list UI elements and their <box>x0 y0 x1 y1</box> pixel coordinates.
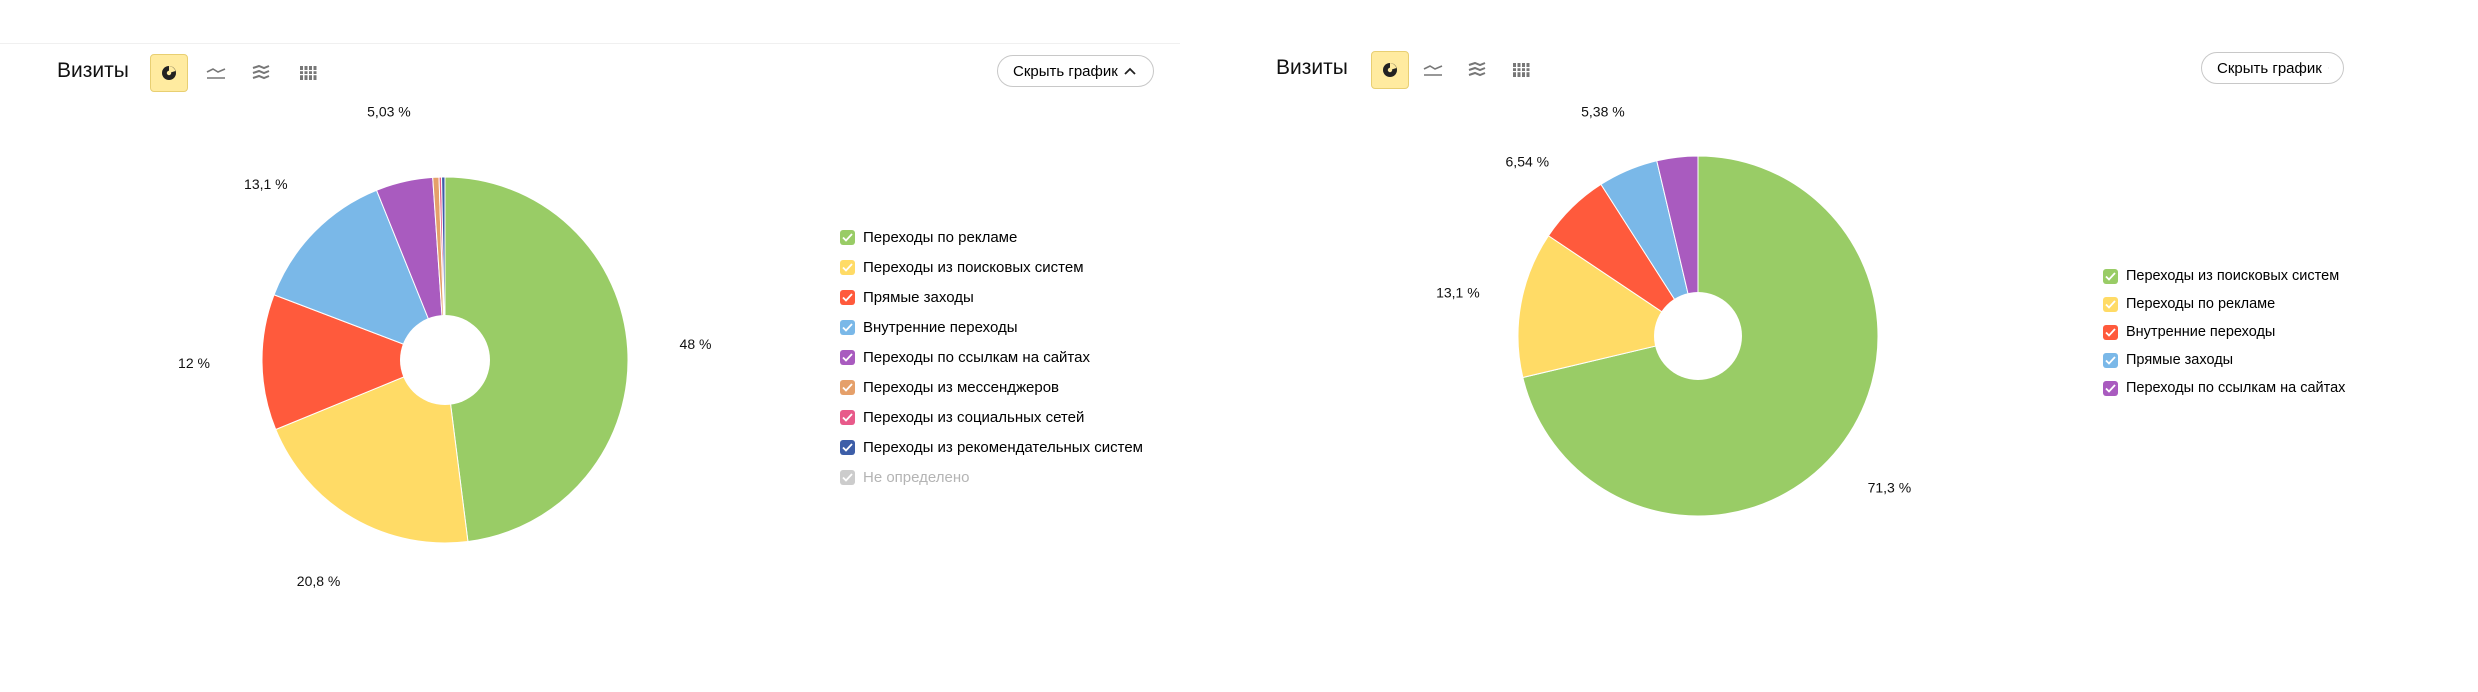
donut-hole <box>400 315 490 405</box>
data-label: 48 % <box>680 336 712 352</box>
view-bar-button[interactable] <box>289 54 327 92</box>
data-label: 6,54 % <box>1506 154 1550 170</box>
checkbox-icon[interactable] <box>840 259 855 275</box>
area-chart-icon <box>1468 62 1486 77</box>
panel-title: Визиты <box>57 59 129 82</box>
view-pie-button[interactable] <box>150 54 188 92</box>
view-line-button[interactable] <box>1414 51 1452 89</box>
view-pie-button[interactable] <box>1371 51 1409 89</box>
legend-label: Переходы из социальных сетей <box>863 408 1085 426</box>
checkbox-icon[interactable] <box>840 349 855 365</box>
legend-label: Переходы из рекомендательных систем <box>863 438 1143 456</box>
checkbox-icon[interactable] <box>840 229 855 245</box>
data-label: 12 % <box>178 355 210 371</box>
data-label: 20,8 % <box>297 573 341 589</box>
visits-panel-1: Визиты Скрыть график 48 % 20,8 % 12 % 13,1 … <box>57 54 1154 589</box>
legend-label: Переходы по ссылкам на сайтах <box>2126 380 2346 396</box>
pie-chart-icon <box>1383 63 1397 77</box>
checkbox-icon[interactable] <box>2103 268 2118 284</box>
panel-title: Визиты <box>1276 56 1348 79</box>
donut-chart: 48 % 20,8 % 12 % 13,1 % 5,03 % <box>178 103 712 589</box>
bar-chart-icon <box>300 66 317 80</box>
pie-slice[interactable] <box>273 189 446 361</box>
data-label: 5,38 % <box>1581 103 1625 119</box>
chart-legend: Переходы по рекламе Переходы из поисковых… <box>840 222 1143 492</box>
donut-chart: 71,3 % 13,1 % 6,54 % 5,38 % <box>1436 103 1912 517</box>
checkbox-icon[interactable] <box>2103 352 2118 368</box>
visits-panel-2: Визиты Скрыть график 71,3 % 13,1 % 6,54 % 5… <box>1239 0 2478 692</box>
donut-hole <box>1654 292 1742 380</box>
pie-slice[interactable] <box>1517 235 1700 379</box>
legend-item[interactable]: Внутренние переходы <box>840 312 1143 342</box>
hide-chart-button[interactable]: Скрыть график <box>997 55 1154 87</box>
legend-item[interactable]: Переходы из рекомендательных систем <box>840 432 1143 462</box>
pie-slice[interactable] <box>261 294 447 431</box>
hide-chart-label: Скрыть график <box>1013 62 1118 80</box>
checkbox-icon[interactable] <box>840 439 855 455</box>
checkbox-icon[interactable] <box>2103 380 2118 396</box>
pie-slice[interactable] <box>444 176 629 543</box>
pie-chart-icon <box>162 66 176 80</box>
legend-label: Переходы из поисковых систем <box>863 258 1084 276</box>
checkbox-icon[interactable] <box>840 409 855 425</box>
legend-label: Переходы по ссылкам на сайтах <box>863 348 1090 366</box>
legend-item[interactable]: Прямые заходы <box>2103 346 2345 374</box>
checkbox-icon[interactable] <box>2103 296 2118 312</box>
legend-label: Переходы из мессенджеров <box>863 378 1060 396</box>
checkbox-icon[interactable] <box>2103 324 2118 340</box>
pie-slice[interactable] <box>441 176 446 361</box>
legend-item[interactable]: Внутренние переходы <box>2103 318 2345 346</box>
data-label: 5,03 % <box>367 103 411 119</box>
legend-item[interactable]: Переходы из поисковых систем <box>840 252 1143 282</box>
legend-label: Не определено <box>863 468 970 486</box>
legend-item[interactable]: Не определено <box>840 462 1143 492</box>
data-label: 13,1 % <box>244 176 288 192</box>
line-chart-icon <box>1423 65 1443 76</box>
legend-label: Прямые заходы <box>863 288 974 306</box>
area-chart-icon <box>252 65 270 80</box>
legend-item[interactable]: Переходы по рекламе <box>2103 290 2345 318</box>
legend-label: Переходы по рекламе <box>863 228 1018 246</box>
view-area-button[interactable] <box>242 54 280 92</box>
legend-label: Прямые заходы <box>2126 352 2234 368</box>
legend-item[interactable]: Переходы по ссылкам на сайтах <box>840 342 1143 372</box>
line-chart-icon <box>206 68 226 79</box>
legend-label: Переходы по рекламе <box>2126 296 2276 312</box>
hide-chart-button[interactable]: Скрыть график <box>2201 52 2344 84</box>
view-line-button[interactable] <box>197 54 235 92</box>
legend-item[interactable]: Переходы из поисковых систем <box>2103 262 2345 290</box>
legend-label: Переходы из поисковых систем <box>2126 268 2340 284</box>
view-bar-button[interactable] <box>1502 51 1540 89</box>
data-label: 71,3 % <box>1868 479 1912 495</box>
checkbox-icon[interactable] <box>840 319 855 335</box>
data-label: 13,1 % <box>1436 285 1480 301</box>
legend-item[interactable]: Прямые заходы <box>840 282 1143 312</box>
header-divider <box>0 43 1180 44</box>
view-area-button[interactable] <box>1458 51 1496 89</box>
legend-item[interactable]: Переходы из социальных сетей <box>840 402 1143 432</box>
hide-chart-label: Скрыть график <box>2217 59 2322 77</box>
legend-label: Внутренние переходы <box>863 318 1018 336</box>
checkbox-icon[interactable] <box>840 289 855 305</box>
checkbox-icon[interactable] <box>840 469 855 485</box>
checkbox-icon[interactable] <box>840 379 855 395</box>
legend-label: Внутренние переходы <box>2126 324 2276 340</box>
chevron-up-icon <box>1124 67 1136 75</box>
chevron-up-icon <box>2327 67 2329 69</box>
legend-item[interactable]: Переходы по ссылкам на сайтах <box>2103 374 2345 402</box>
chart-legend: Переходы из поисковых систем Переходы по … <box>2103 262 2345 402</box>
pie-slice[interactable] <box>275 359 469 544</box>
bar-chart-icon <box>1513 63 1530 77</box>
legend-item[interactable]: Переходы из мессенджеров <box>840 372 1143 402</box>
legend-item[interactable]: Переходы по рекламе <box>840 222 1143 252</box>
pie-slice[interactable] <box>1656 155 1699 337</box>
